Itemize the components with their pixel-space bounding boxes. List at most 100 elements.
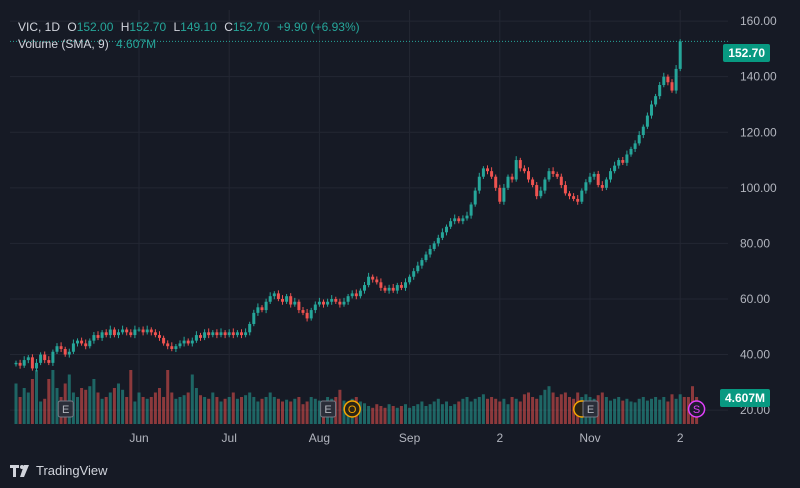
- volume-bar: [547, 386, 551, 424]
- candle-body: [354, 293, 358, 297]
- tradingview-logo[interactable]: TradingView: [10, 463, 108, 478]
- volume-bar: [117, 383, 120, 424]
- candle-body: [182, 340, 186, 344]
- candle-body: [604, 179, 608, 188]
- volume-bar: [457, 401, 461, 424]
- volume-bar: [313, 398, 317, 424]
- volume-bar: [358, 401, 362, 424]
- candle-body: [461, 218, 465, 222]
- candle-body: [363, 285, 366, 291]
- candle-body: [432, 243, 436, 249]
- volume-bar: [67, 374, 71, 424]
- candle-body: [129, 332, 133, 336]
- earnings-marker-label: E: [62, 404, 69, 416]
- volume-bar: [248, 392, 252, 424]
- candle-body: [268, 296, 272, 302]
- candle-body: [563, 185, 567, 194]
- candle-body: [395, 285, 399, 291]
- volume-bar: [96, 392, 100, 424]
- volume-bar: [166, 370, 170, 424]
- candle-body: [256, 307, 260, 313]
- candle-body: [547, 171, 551, 180]
- price-tick-label: 160.00: [740, 14, 777, 28]
- volume-bar: [609, 400, 612, 424]
- candle-body: [203, 332, 207, 338]
- volume-bar: [84, 389, 88, 424]
- volume-bar: [227, 397, 231, 424]
- volume-bar: [391, 406, 395, 424]
- candle-body: [317, 301, 321, 305]
- volume-bar: [613, 398, 617, 424]
- candle-body: [358, 290, 362, 297]
- candle-body: [30, 357, 34, 369]
- volume-bar: [383, 407, 387, 424]
- candle-body: [84, 343, 88, 347]
- candle-body: [621, 160, 625, 163]
- candle-body: [104, 332, 108, 336]
- candle-body: [375, 279, 379, 283]
- volume-bar: [256, 401, 260, 424]
- candle-body: [76, 340, 79, 344]
- volume-bar: [281, 401, 284, 424]
- candle-body: [383, 287, 387, 291]
- volume-label[interactable]: Volume (SMA, 9): [18, 37, 109, 51]
- candle-body: [391, 287, 395, 291]
- volume-bar: [133, 401, 137, 424]
- volume-bar: [240, 397, 243, 424]
- volume-bar: [305, 401, 309, 424]
- volume-bar: [162, 397, 166, 424]
- volume-bar: [625, 398, 629, 424]
- candle-body: [473, 190, 477, 205]
- volume-bar: [654, 397, 658, 424]
- candle-body: [276, 293, 280, 299]
- volume-bar: [494, 398, 498, 424]
- volume-bar: [510, 397, 514, 424]
- volume-bar: [379, 406, 383, 424]
- candle-body: [260, 307, 264, 311]
- volume-bar: [35, 370, 38, 424]
- candle-body: [47, 360, 51, 363]
- volume-bar: [276, 398, 280, 424]
- candle-body: [527, 171, 530, 180]
- candle-body: [367, 276, 371, 286]
- candle-body: [305, 312, 309, 319]
- candle-body: [313, 304, 317, 311]
- candle-body: [588, 176, 592, 183]
- split-marker-icon: [687, 400, 706, 418]
- candle-body: [662, 76, 666, 86]
- candle-body: [465, 215, 469, 219]
- candle-body: [108, 329, 112, 336]
- volume-bar: [268, 392, 272, 424]
- volume-bar: [424, 406, 428, 424]
- volume-bar: [650, 398, 653, 424]
- candle-body: [502, 187, 506, 202]
- time-tick-label: 2: [677, 431, 684, 445]
- candle-body: [584, 182, 588, 191]
- tradingview-logo-icon: [10, 464, 29, 477]
- earnings-marker-label: E: [587, 404, 594, 416]
- symbol-label[interactable]: VIC, 1D: [18, 20, 61, 34]
- chart-area[interactable]: 160.00 140.00 120.00 100.00 80.00 60.00 40.00 2…: [10, 10, 788, 454]
- volume-bar: [633, 402, 637, 424]
- volume-bar: [682, 397, 686, 424]
- candle-body: [387, 287, 391, 291]
- candle-body: [112, 329, 116, 336]
- volume-bar: [108, 392, 112, 424]
- volume-bar: [112, 388, 116, 424]
- candle-body: [551, 171, 555, 174]
- candle-body: [449, 221, 453, 227]
- volume-bar: [617, 397, 621, 424]
- candle-body: [137, 329, 141, 331]
- volume-bar: [404, 404, 407, 424]
- volume-bar: [498, 401, 502, 424]
- candle-body: [428, 248, 432, 255]
- high-value: 152.70: [129, 20, 167, 34]
- volume-bar: [428, 404, 432, 424]
- price-chart[interactable]: 160.00 140.00 120.00 100.00 80.00 60.00 40.00 2…: [10, 10, 788, 454]
- footer: TradingView: [10, 454, 788, 488]
- candle-body: [235, 332, 239, 336]
- price-tick-label: 60.00: [740, 292, 770, 306]
- volume-bar: [518, 401, 522, 424]
- candle-body: [43, 354, 47, 361]
- volume-bar: [153, 392, 157, 424]
